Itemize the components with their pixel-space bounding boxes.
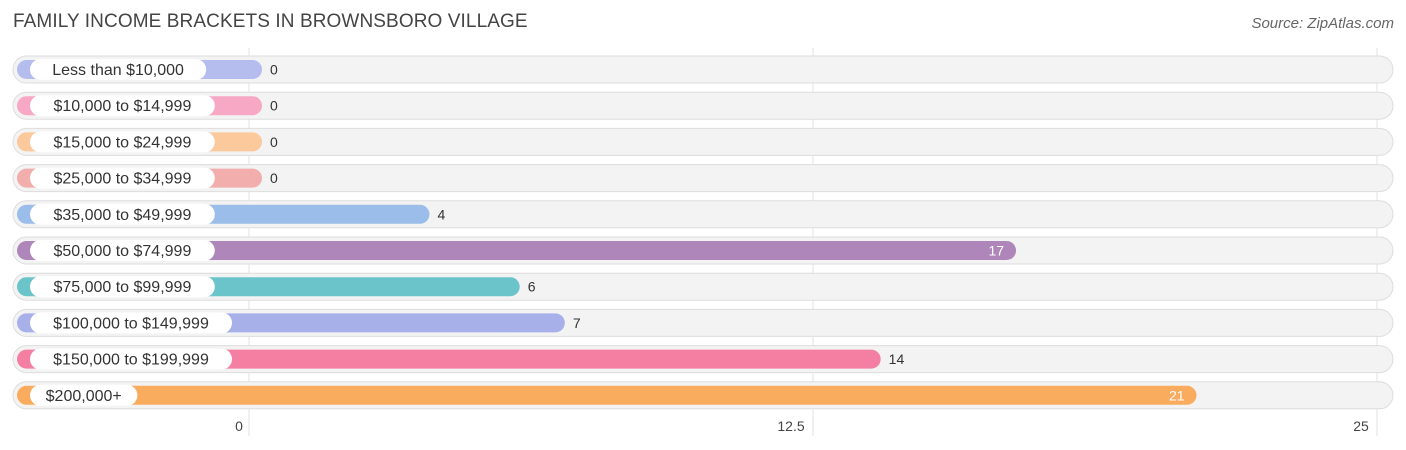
category-label: $100,000 to $149,999 (53, 315, 209, 332)
bar-row: $75,000 to $99,999 6 (12, 272, 1394, 301)
category-label-pill (30, 348, 232, 370)
category-label: $200,000+ (46, 388, 122, 405)
value-label: 0 (270, 170, 278, 186)
bar-track (12, 164, 1394, 193)
bar-track (12, 55, 1394, 84)
x-tick-label: 12.5 (777, 418, 804, 434)
ticks-layer: 0 12.5 25 (235, 418, 1369, 434)
category-label: $75,000 to $99,999 (53, 279, 191, 296)
category-label: $150,000 to $199,999 (53, 352, 209, 369)
x-tick-label: 25 (1353, 418, 1369, 434)
bar-row: $35,000 to $49,999 4 (12, 200, 1394, 229)
category-label-pill (30, 95, 215, 117)
category-label-pill (30, 203, 215, 225)
value-label: 4 (437, 206, 445, 222)
value-label: 0 (270, 98, 278, 114)
category-label-pill (30, 59, 207, 80)
category-label-pill (30, 312, 232, 334)
bar-track (12, 127, 1394, 156)
bar-row: Less than $10,000 0 (12, 55, 1394, 84)
category-label: $50,000 to $74,999 (53, 243, 191, 260)
bar-row: $150,000 to $199,999 14 (12, 345, 1394, 374)
category-label: Less than $10,000 (52, 62, 184, 79)
category-label-pill (30, 384, 138, 406)
category-label-pill (30, 240, 215, 261)
bar (17, 385, 1197, 405)
value-label: 6 (528, 279, 536, 295)
value-label: 17 (988, 243, 1004, 259)
category-label: $25,000 to $34,999 (53, 171, 191, 188)
category-label: $10,000 to $14,999 (53, 98, 191, 115)
bar-row: $50,000 to $74,999 17 (12, 236, 1394, 265)
category-label-pill (30, 167, 215, 189)
category-label: $35,000 to $49,999 (53, 207, 191, 224)
bar-row: $25,000 to $34,999 0 (12, 164, 1394, 193)
value-label: 0 (270, 62, 278, 78)
x-tick-label: 0 (235, 418, 243, 434)
source-note: Source: ZipAtlas.com (1251, 15, 1394, 32)
rows-layer: Less than $10,000 0$10,000 to $14,999 0$15… (12, 55, 1394, 410)
bar (17, 349, 881, 369)
bar-row: $100,000 to $149,999 7 (12, 308, 1394, 337)
bar (17, 241, 1017, 260)
bar-row: $200,000+ 21 (12, 381, 1394, 410)
bar-row: $10,000 to $14,999 0 (12, 91, 1394, 120)
category-label-pill (30, 131, 215, 153)
value-label: 21 (1169, 387, 1185, 403)
bar-track (12, 91, 1394, 120)
value-label: 0 (270, 134, 278, 150)
value-label: 7 (573, 315, 581, 331)
category-label: $15,000 to $24,999 (53, 134, 191, 151)
chart-title: FAMILY INCOME BRACKETS IN BROWNSBORO VIL… (13, 11, 528, 32)
bar-row: $15,000 to $24,999 0 (12, 127, 1394, 156)
value-label: 14 (889, 351, 905, 367)
category-label-pill (30, 276, 215, 298)
